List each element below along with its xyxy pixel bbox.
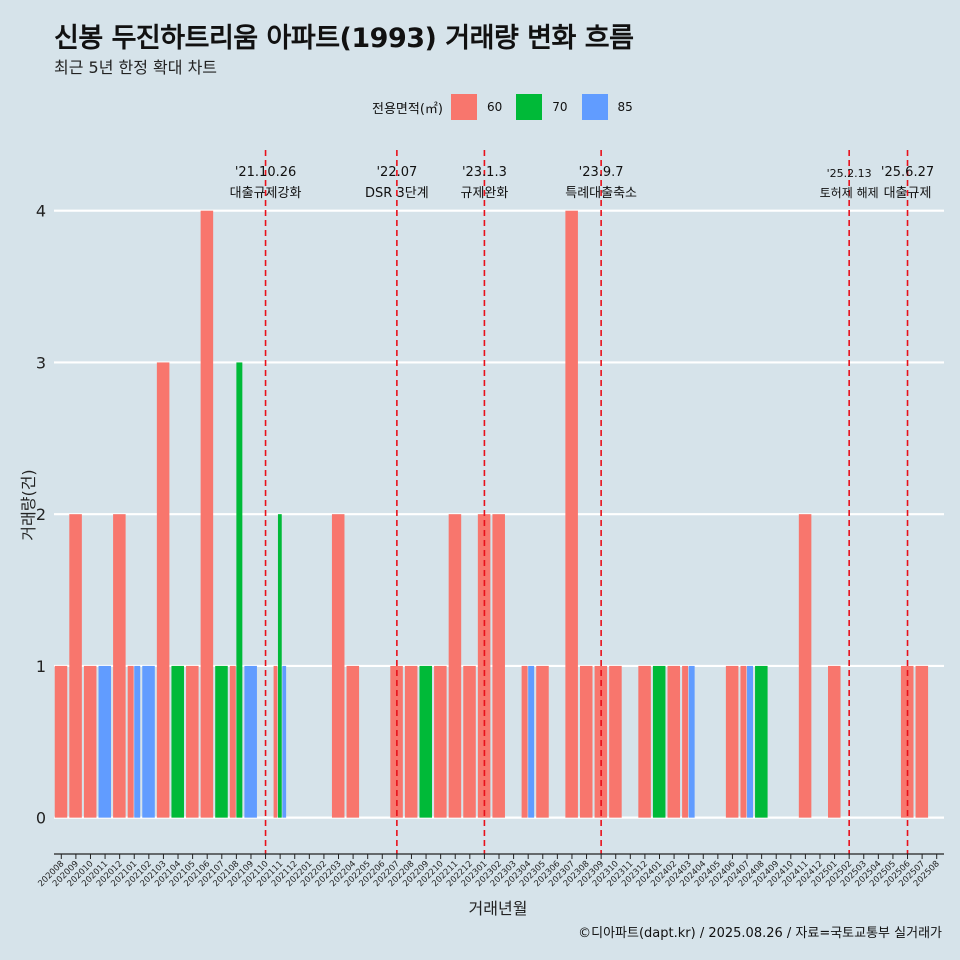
bar-85-202101 (134, 665, 141, 818)
bar-70-202107 (215, 665, 228, 818)
bar-60-202305 (536, 665, 549, 818)
y-tick-label: 3 (36, 353, 46, 372)
event-name-label: 토허제 해제 (820, 186, 879, 200)
event-date-label: '22.07 (376, 165, 417, 180)
legend-item-70: 70 (516, 94, 568, 120)
legend-label-85: 85 (617, 100, 633, 114)
bar-85-202403 (688, 665, 695, 818)
caption: ©디아파트(dapt.kr) / 2025.08.26 / 자료=국토교통부 실… (578, 926, 942, 941)
bar-85-202111 (282, 665, 287, 818)
event-date-label: '23.1.3 (462, 165, 507, 180)
bar-70-202104 (171, 665, 184, 818)
bar-70-202108 (236, 362, 243, 818)
bar-60-202501 (828, 665, 841, 818)
legend-key-60 (450, 94, 477, 120)
legend-title: 전용면적(㎡) (372, 101, 443, 117)
bar-60-202010 (83, 665, 97, 818)
event-name-label: DSR 3단계 (365, 186, 429, 201)
bar-60-202307 (565, 210, 578, 818)
bar-60-202403 (682, 665, 689, 818)
bar-85-202102 (142, 665, 155, 818)
bar-60-202406 (725, 665, 739, 818)
bar-60-202304 (521, 665, 528, 818)
bar-60-202103 (156, 362, 170, 818)
bar-60-202212 (463, 665, 476, 818)
bar-85-202407 (747, 665, 753, 818)
bar-60-202106 (200, 210, 214, 818)
bar-70-202111 (277, 514, 282, 818)
bar-60-202312 (638, 665, 651, 818)
legend-key-85 (581, 94, 608, 120)
bar-85-202109 (244, 665, 257, 818)
legend-label-60: 60 (486, 100, 503, 114)
bar-60-202310 (609, 665, 622, 818)
bar-60-202008 (54, 665, 68, 818)
bar-70-202401 (652, 665, 666, 818)
bar-85-202304 (528, 665, 535, 818)
bar-60-202507 (915, 665, 929, 818)
event-date-label: '25.2.13 (827, 167, 872, 180)
chart-title: 신봉 두진하트리움 아파트(1993) 거래량 변화 흐름 (54, 23, 634, 54)
y-tick-label: 2 (36, 505, 46, 524)
event-name-label: 대출규제강화 (230, 186, 302, 201)
bar-60-202204 (346, 665, 360, 818)
bar-60-202108 (229, 665, 236, 818)
y-axis-label: 거래량(건) (19, 469, 38, 540)
bars (54, 210, 929, 818)
chart-subtitle: 최근 5년 한정 확대 차트 (54, 58, 218, 77)
bar-60-202308 (579, 665, 593, 818)
bar-60-202012 (113, 514, 126, 818)
legend: 전용면적(㎡) 60 70 85 (372, 93, 647, 121)
event-date-label: '25.6.27 (881, 165, 934, 180)
bar-60-202208 (404, 665, 418, 818)
bar-70-202408 (755, 665, 768, 818)
legend-key-70 (516, 94, 543, 120)
bar-60-202105 (186, 665, 199, 818)
event-name-label: 규제완화 (460, 186, 508, 201)
event-name-label: 대출규제 (884, 186, 932, 201)
bar-60-202203 (331, 514, 345, 818)
legend-item-60: 60 (450, 94, 503, 120)
bar-60-202210 (434, 665, 447, 818)
legend-item-85: 85 (581, 94, 633, 120)
bar-60-202407 (740, 665, 747, 818)
event-date-label: '23.9.7 (579, 165, 624, 180)
y-tick-label: 4 (36, 202, 46, 221)
y-tick-label: 1 (36, 657, 46, 676)
bar-60-202402 (667, 665, 681, 818)
x-axis-label: 거래년월 (469, 899, 528, 918)
legend-label-70: 70 (552, 100, 568, 114)
bar-70-202209 (419, 665, 433, 818)
bar-60-202411 (798, 514, 812, 818)
event-date-label: '21.10.26 (235, 165, 296, 180)
bar-60-202101 (127, 665, 134, 818)
y-tick-label: 0 (36, 809, 46, 828)
bar-60-202111 (273, 665, 278, 818)
bar-60-202302 (492, 514, 505, 818)
annotations: '21.10.26 대출규제강화 '22.07 DSR 3단계 '23.1.3 규제완화 '… (230, 150, 934, 854)
bar-60-202211 (448, 514, 462, 818)
event-name-label: 특례대출축소 (565, 186, 637, 201)
bar-60-202009 (69, 514, 82, 818)
bar-85-202011 (98, 665, 112, 818)
